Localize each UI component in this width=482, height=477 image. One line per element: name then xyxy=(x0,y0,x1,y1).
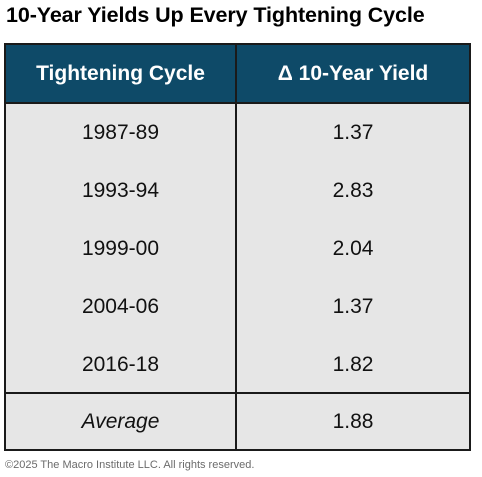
row-3-cycle: 1999-00 xyxy=(81,237,160,260)
row-5-cycle: 2016-18 xyxy=(81,353,160,376)
row-2-cycle: 1993-94 xyxy=(81,179,160,202)
header-tightening-cycle: Tightening Cycle xyxy=(36,62,205,85)
row-1-cycle: 1987-89 xyxy=(81,121,160,144)
header-10-year-yield-change: Δ 10-Year Yield xyxy=(277,62,429,85)
page-title: 10-Year Yields Up Every Tightening Cycle xyxy=(6,3,425,27)
copyright-footer: ©2025 The Macro Institute LLC. All right… xyxy=(5,459,255,471)
column-divider xyxy=(235,45,237,449)
average-divider xyxy=(6,392,469,394)
row-2-yield: 2.83 xyxy=(332,179,374,202)
row-3-yield: 2.04 xyxy=(332,237,374,260)
row-1-yield: 1.37 xyxy=(332,121,374,144)
average-label: Average xyxy=(81,410,160,433)
yield-table: Tightening Cycle Δ 10-Year Yield 1987-89… xyxy=(4,43,471,451)
table-header: Tightening Cycle Δ 10-Year Yield xyxy=(6,45,469,102)
average-value: 1.88 xyxy=(332,410,374,433)
row-4-yield: 1.37 xyxy=(332,295,374,318)
header-divider xyxy=(6,102,469,104)
row-5-yield: 1.82 xyxy=(332,353,374,376)
row-4-cycle: 2004-06 xyxy=(81,295,160,318)
